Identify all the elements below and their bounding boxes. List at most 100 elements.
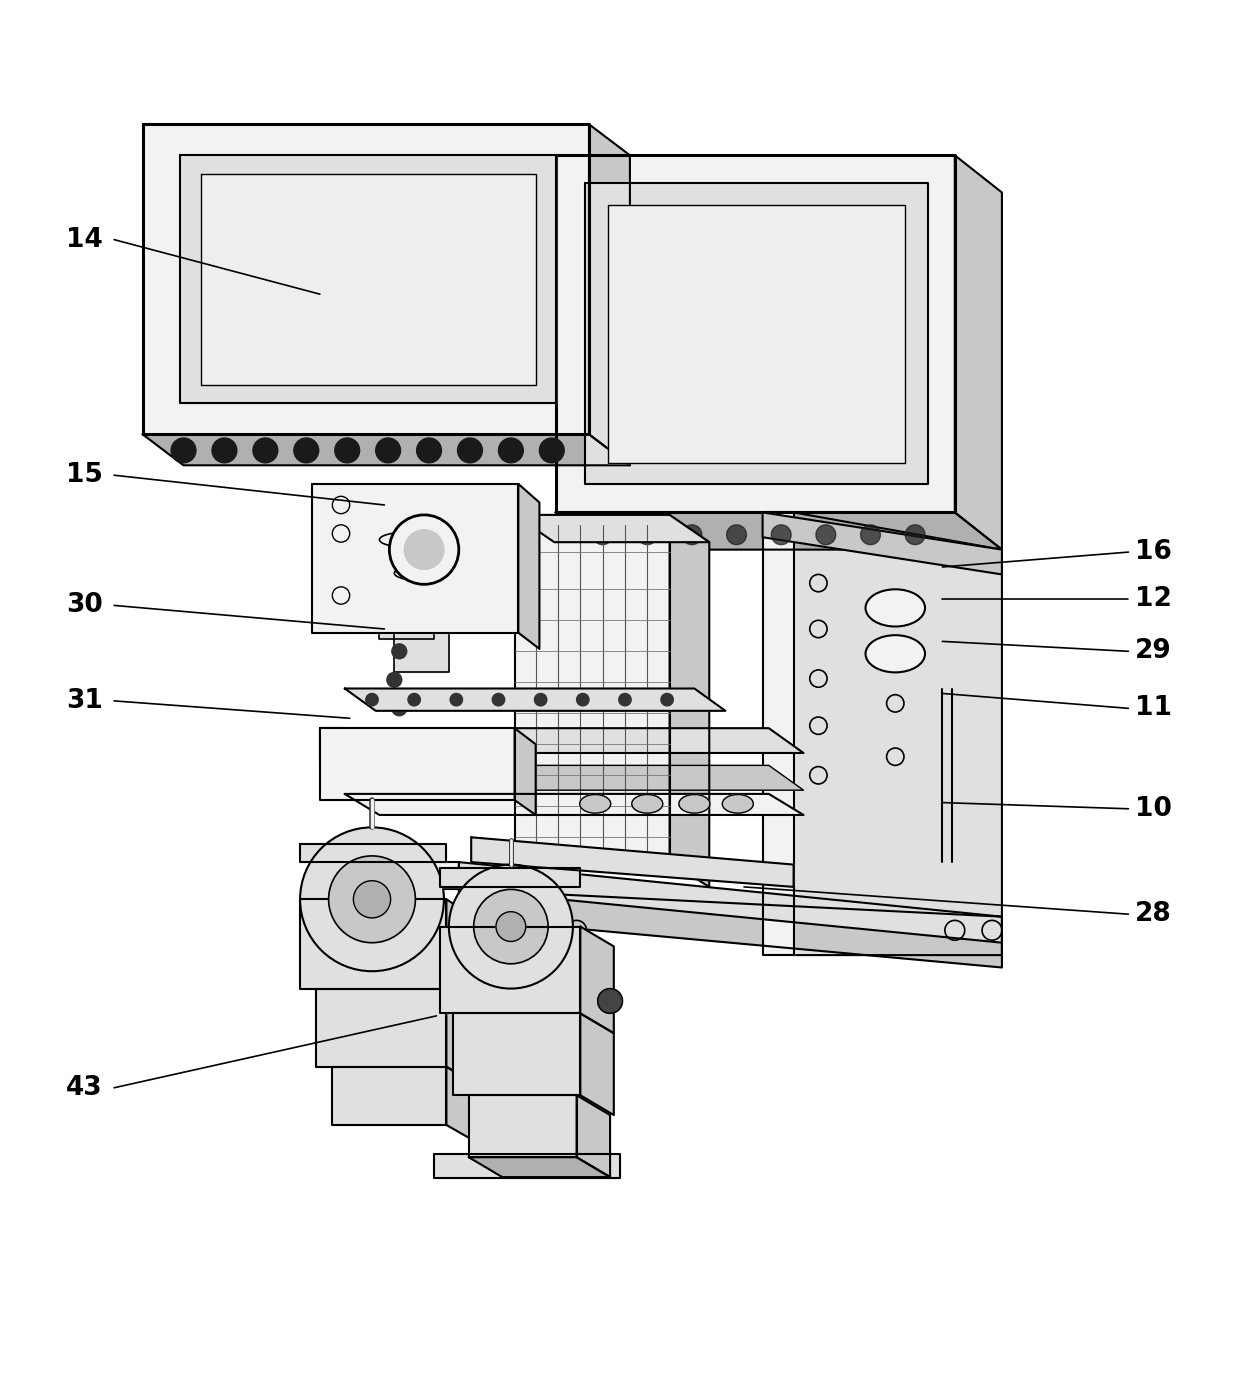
Polygon shape (434, 1154, 620, 1179)
Text: 14: 14 (66, 227, 103, 252)
Circle shape (492, 694, 505, 706)
Text: 31: 31 (66, 688, 103, 713)
Circle shape (619, 694, 631, 706)
Polygon shape (446, 989, 481, 1088)
Polygon shape (955, 156, 1002, 549)
Polygon shape (300, 844, 446, 862)
Circle shape (376, 438, 401, 463)
Ellipse shape (394, 566, 449, 581)
Polygon shape (446, 1067, 481, 1144)
Polygon shape (515, 515, 670, 862)
Polygon shape (580, 1013, 614, 1115)
Polygon shape (515, 515, 709, 543)
Polygon shape (345, 795, 804, 815)
Polygon shape (577, 1095, 610, 1177)
Circle shape (449, 865, 573, 989)
Circle shape (682, 525, 702, 545)
Ellipse shape (866, 589, 925, 627)
Polygon shape (320, 728, 515, 800)
Circle shape (212, 438, 237, 463)
Polygon shape (143, 434, 630, 465)
Circle shape (498, 438, 523, 463)
Polygon shape (180, 156, 556, 403)
Polygon shape (453, 1013, 580, 1095)
Text: 29: 29 (1135, 639, 1172, 664)
Ellipse shape (866, 635, 925, 672)
Circle shape (727, 525, 746, 545)
Text: 28: 28 (1135, 901, 1172, 927)
Ellipse shape (722, 795, 753, 814)
Polygon shape (440, 927, 580, 1013)
Polygon shape (556, 512, 1002, 549)
Polygon shape (580, 927, 614, 1033)
Circle shape (598, 989, 622, 1013)
Polygon shape (446, 899, 481, 1008)
Polygon shape (394, 573, 449, 672)
Circle shape (387, 613, 402, 628)
Text: 30: 30 (66, 592, 103, 618)
Polygon shape (345, 728, 804, 753)
Circle shape (771, 525, 791, 545)
Polygon shape (469, 1157, 610, 1177)
Polygon shape (471, 837, 794, 887)
Circle shape (300, 828, 444, 971)
Polygon shape (459, 862, 1002, 943)
Polygon shape (469, 1095, 577, 1157)
Circle shape (387, 672, 402, 687)
Polygon shape (556, 156, 955, 512)
Circle shape (353, 881, 391, 918)
Ellipse shape (680, 795, 711, 814)
Polygon shape (518, 483, 539, 649)
Polygon shape (345, 688, 725, 711)
Circle shape (392, 644, 407, 658)
Text: 15: 15 (66, 463, 103, 489)
Circle shape (335, 438, 360, 463)
Circle shape (253, 438, 278, 463)
Polygon shape (585, 183, 928, 483)
Circle shape (539, 438, 564, 463)
Polygon shape (316, 989, 446, 1067)
Circle shape (577, 694, 589, 706)
Circle shape (389, 515, 459, 584)
Polygon shape (332, 1067, 446, 1125)
Polygon shape (794, 512, 1002, 956)
Circle shape (408, 694, 420, 706)
Circle shape (450, 694, 463, 706)
Polygon shape (589, 124, 630, 465)
Circle shape (905, 525, 925, 545)
Polygon shape (300, 899, 446, 989)
Text: 43: 43 (66, 1075, 103, 1100)
Polygon shape (670, 515, 709, 887)
Text: 11: 11 (1135, 695, 1172, 722)
Circle shape (861, 525, 880, 545)
Ellipse shape (579, 795, 610, 814)
Circle shape (661, 694, 673, 706)
Polygon shape (440, 869, 580, 887)
Polygon shape (763, 512, 794, 956)
Circle shape (637, 525, 657, 545)
Circle shape (816, 525, 836, 545)
Circle shape (417, 438, 441, 463)
Polygon shape (143, 124, 589, 434)
Text: 10: 10 (1135, 796, 1172, 822)
Circle shape (171, 438, 196, 463)
Polygon shape (459, 890, 1002, 968)
Polygon shape (312, 483, 518, 632)
Circle shape (496, 912, 526, 942)
Polygon shape (345, 766, 804, 790)
Polygon shape (320, 728, 345, 763)
Polygon shape (201, 174, 536, 384)
Text: 16: 16 (1135, 540, 1172, 565)
Ellipse shape (631, 795, 662, 814)
Circle shape (404, 530, 444, 570)
Circle shape (329, 856, 415, 943)
Circle shape (474, 890, 548, 964)
Polygon shape (608, 205, 905, 463)
Circle shape (534, 694, 547, 706)
Polygon shape (763, 512, 1002, 574)
Polygon shape (379, 540, 434, 639)
Circle shape (593, 525, 613, 545)
Text: 12: 12 (1135, 587, 1172, 613)
Polygon shape (428, 862, 459, 890)
Circle shape (294, 438, 319, 463)
